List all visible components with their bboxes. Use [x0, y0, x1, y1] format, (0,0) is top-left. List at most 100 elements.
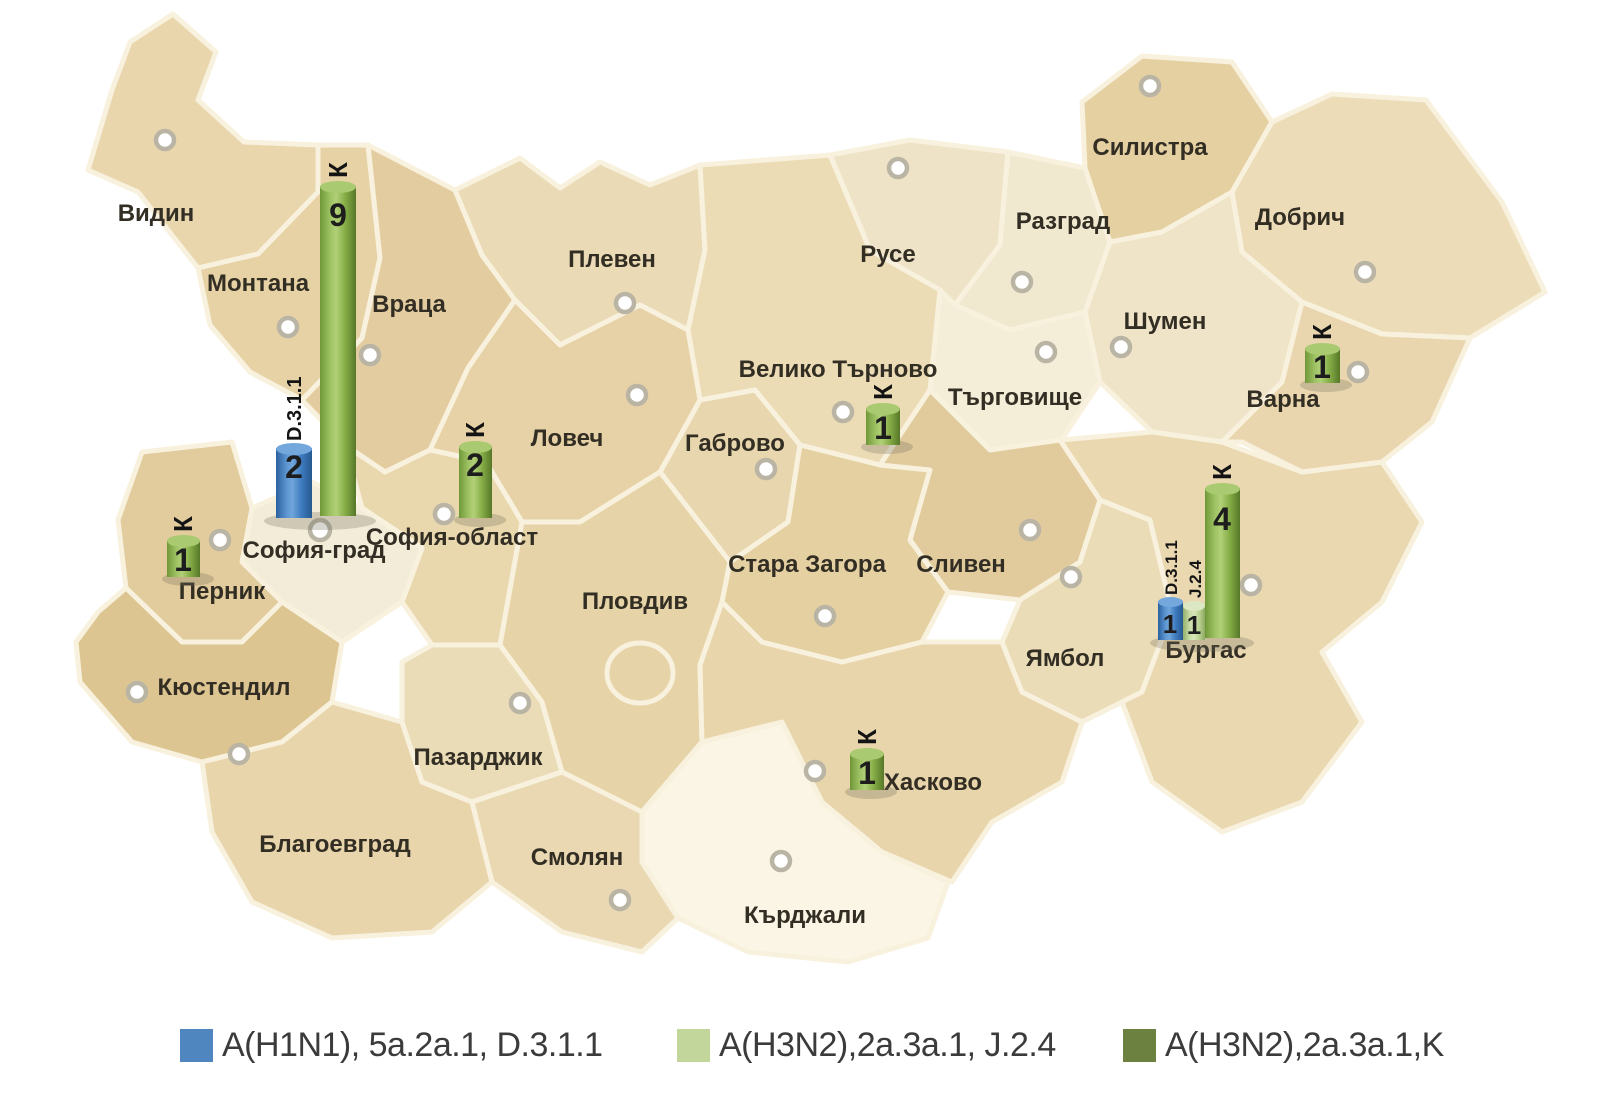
bar-veliko-tarnovo-k: К 1: [866, 384, 900, 446]
bar-strain-label: К: [1207, 464, 1237, 480]
bar-burgas-k: К 4: [1205, 464, 1240, 638]
legend-item-h1n1: A(H1N1), 5a.2a.1, D.3.1.1: [180, 1026, 603, 1065]
bar-value: 1: [858, 755, 876, 791]
bar-sofia-oblast-k: К 2: [459, 422, 492, 518]
legend-swatch-olive: [1123, 1029, 1156, 1062]
legend: A(H1N1), 5a.2a.1, D.3.1.1 A(H3N2),2a.3a.…: [0, 1026, 1600, 1070]
legend-label: A(H3N2),2a.3a.1, J.2.4: [719, 1026, 1056, 1064]
region-label-razgrad: Разград: [1016, 208, 1111, 235]
bar-value: 1: [1187, 610, 1201, 640]
bar-strain-label: D.3.1.1: [1162, 540, 1181, 595]
city-marker: [276, 315, 300, 339]
bar-burgas-d311: D.3.1.1 1: [1158, 540, 1183, 640]
bar-pernik-k: К 1: [167, 516, 200, 578]
bar-column: [1158, 601, 1183, 640]
region-label-lovech: Ловеч: [531, 425, 604, 452]
city-marker: [358, 343, 382, 367]
bar-strain-label: К: [460, 422, 490, 438]
city-marker: [769, 849, 793, 873]
city-marker: [1059, 565, 1083, 589]
bar-cap: [1183, 601, 1205, 611]
city-marker: [831, 400, 855, 424]
bar-value: 1: [1163, 609, 1177, 639]
region-label-gabrovo: Габрово: [685, 430, 785, 457]
city-marker: [227, 742, 251, 766]
region-label-vidin: Видин: [118, 200, 195, 227]
region-label-ruse: Русе: [860, 241, 915, 268]
city-marker: [625, 383, 649, 407]
region-shape-burgas: [1057, 429, 1425, 835]
bar-value: 1: [1313, 349, 1331, 385]
region-label-kardzhali: Кърджали: [744, 902, 866, 929]
bar-strain-label: К: [323, 162, 353, 178]
bar-column: [276, 448, 312, 518]
bar-cap: [320, 181, 356, 193]
city-marker: [307, 517, 333, 543]
region-label-pleven: Плевен: [568, 246, 656, 273]
bar-sofia-grad-k: К 9: [320, 162, 356, 516]
bar-cap: [866, 403, 900, 415]
legend-label: A(H3N2),2a.3a.1,K: [1165, 1026, 1444, 1064]
city-marker: [1010, 270, 1034, 294]
city-marker: [754, 457, 778, 481]
region-label-dobrich: Добрич: [1255, 204, 1345, 231]
bar-burgas-j24: J.2.4 1: [1183, 560, 1205, 640]
bar-cap: [1305, 343, 1340, 355]
bar-value: 2: [285, 449, 303, 485]
plovdiv-enclave-outline: [604, 640, 676, 706]
region-label-plovdiv: Пловдив: [582, 588, 688, 615]
region-label-shumen: Шумен: [1124, 308, 1207, 335]
city-markers: [125, 74, 1377, 912]
region-label-vratsa: Враца: [372, 291, 446, 318]
bar-cap: [1205, 483, 1240, 495]
city-marker: [886, 156, 910, 180]
city-marker: [1109, 335, 1133, 359]
region-label-pazardzhik: Пазарджик: [414, 744, 544, 771]
region-label-blagoevgrad: Благоевград: [259, 831, 411, 858]
bar-column: [1183, 605, 1205, 640]
city-marker: [1239, 573, 1263, 597]
legend-swatch-blue: [180, 1029, 213, 1062]
city-marker: [613, 291, 637, 315]
region-label-veliko-tarnovo: Велико Търново: [739, 356, 938, 383]
city-marker: [508, 691, 532, 715]
region-label-stara-zagora: Стара Загора: [728, 551, 886, 578]
region-label-haskovo: Хасково: [884, 769, 982, 796]
region-label-targovishte: Търговище: [948, 384, 1082, 411]
region-label-pernik: Перник: [179, 578, 267, 605]
legend-label: A(H1N1), 5a.2a.1, D.3.1.1: [222, 1026, 603, 1064]
bar-strain-label: К: [168, 516, 198, 532]
bar-value: 2: [466, 447, 484, 483]
bar-cap: [850, 748, 884, 760]
region-label-kyustendil: Кюстендил: [157, 674, 290, 701]
bulgaria-map: Видин Монтана Враца Плевен Русе Разград …: [73, 11, 1548, 965]
bar-strain-label: D.3.1.1: [284, 377, 306, 441]
region-label-silistra: Силистра: [1092, 134, 1208, 161]
city-marker: [1353, 260, 1377, 284]
city-marker: [1346, 360, 1370, 384]
region-label-sliven: Сливен: [916, 551, 1006, 578]
legend-item-h3n2-j24: A(H3N2),2a.3a.1, J.2.4: [677, 1026, 1056, 1065]
legend-swatch-lightgreen: [677, 1029, 710, 1062]
region-labels: Видин Монтана Враца Плевен Русе Разград …: [118, 134, 1345, 929]
region-label-burgas: Бургас: [1165, 637, 1246, 664]
bar-strain-label: К: [852, 729, 882, 745]
region-label-sofia-city: София-град: [243, 537, 386, 564]
city-marker: [608, 888, 632, 912]
bar-haskovo-k: К 1: [850, 729, 884, 791]
region-label-yambol: Ямбол: [1026, 645, 1105, 672]
city-marker: [208, 528, 232, 552]
region-label-montana: Монтана: [207, 270, 310, 297]
bar-value: 4: [1213, 501, 1231, 537]
legend-item-h3n2-k: A(H3N2),2a.3a.1,K: [1123, 1026, 1444, 1065]
bar-sofia-grad-d311: D.3.1.1 2: [276, 377, 312, 518]
region-shape-varna: [1219, 299, 1473, 475]
bar-cap: [1158, 597, 1183, 607]
bar-value: 1: [174, 542, 192, 578]
bar-column: [459, 446, 492, 518]
bar-column: [320, 186, 356, 516]
bar-strain-label: J.2.4: [1186, 560, 1205, 598]
bar-cap: [459, 441, 492, 453]
bar-cap: [167, 535, 200, 547]
